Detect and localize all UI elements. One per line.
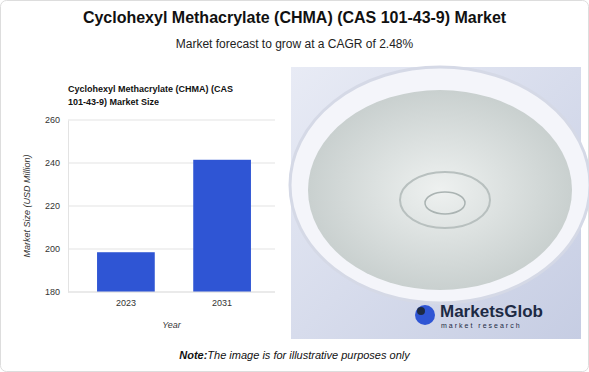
note-text: The image is for illustrative purposes o…: [207, 349, 411, 361]
logo-icon: [417, 307, 425, 315]
y-tick: 200: [45, 244, 68, 254]
page-title: Cyclohexyl Methacrylate (CHMA) (CAS 101-…: [83, 9, 507, 26]
grid-line: [68, 120, 275, 121]
y-tick-label: 180: [45, 287, 60, 297]
chart-title: Cyclohexyl Methacrylate (CHMA) (CAS101-4…: [68, 84, 233, 107]
page: Cyclohexyl Methacrylate (CHMA) (CAS 101-…: [0, 0, 589, 372]
jar-rim: [290, 67, 589, 303]
logo: MarketsGlobmarket research: [415, 302, 543, 329]
jar-ripple: [425, 192, 465, 214]
bars: [97, 160, 251, 292]
x-axis-line: [68, 292, 275, 293]
note: Note:The image is for illustrative purpo…: [179, 349, 411, 361]
bar: [97, 252, 155, 292]
jar-liquid: [308, 90, 572, 290]
x-axis: 2023 2031: [68, 292, 275, 308]
x-tick-label: 2031: [212, 298, 232, 308]
y-tick: 180: [45, 287, 68, 297]
y-tick-label: 220: [45, 201, 60, 211]
page-subtitle: Market forecast to grow at a CAGR of 2.4…: [176, 37, 414, 51]
bar: [193, 160, 251, 292]
illustration: [290, 67, 589, 339]
y-axis-line: [68, 121, 69, 293]
y-axis-title: Market Size (USD Million): [22, 154, 32, 257]
x-tick: 2023: [116, 292, 136, 308]
logo-tagline: market research: [441, 322, 522, 329]
grid: [68, 120, 275, 292]
y-tick-label: 200: [45, 244, 60, 254]
jar-ripple: [400, 172, 490, 228]
x-axis-title: Year: [162, 320, 182, 330]
y-tick-label: 240: [45, 158, 60, 168]
x-tick-label: 2023: [116, 298, 136, 308]
note-label: Note:: [179, 349, 207, 361]
y-tick: 260: [45, 115, 68, 125]
logo-text: MarketsGlob: [440, 302, 543, 321]
y-tick-label: 260: [45, 115, 60, 125]
y-tick: 240: [45, 158, 68, 168]
logo-icon: [415, 305, 435, 325]
y-axis: 180 200 220 240 260: [45, 115, 69, 297]
y-tick: 220: [45, 201, 68, 211]
grid-line: [68, 292, 275, 293]
x-tick: 2031: [212, 292, 232, 308]
